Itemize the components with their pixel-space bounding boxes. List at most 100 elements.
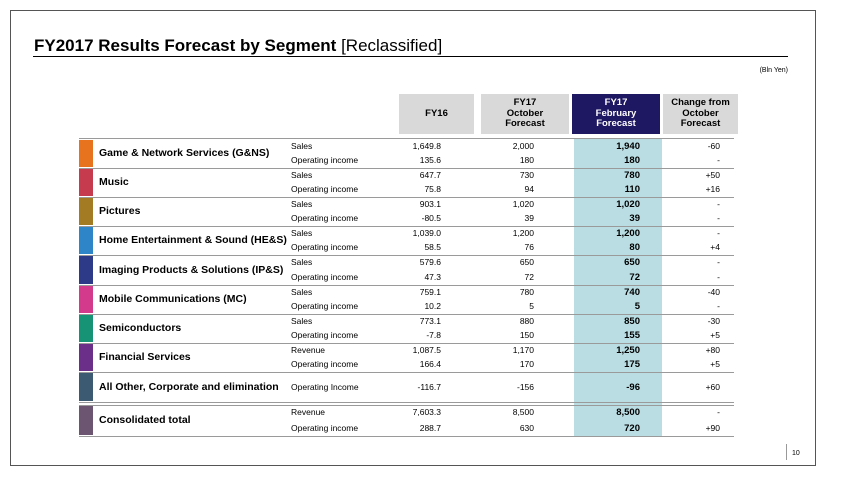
segment-name: Game & Network Services (G&NS): [99, 147, 270, 159]
cell-fy16: 1,649.8: [412, 141, 441, 151]
row-separator: [79, 138, 734, 139]
line-label: Operating income: [291, 301, 359, 311]
cell-feb-forecast: 850: [624, 316, 640, 327]
segment-color-swatch: [79, 344, 93, 371]
cell-oct-forecast: 650: [519, 257, 534, 267]
header-feb: FY17 February Forecast: [572, 94, 660, 134]
segment-row: Music Sales 647.7 730 780 +50 Operating income…: [79, 168, 734, 197]
row-separator: [79, 285, 734, 286]
data-line: Operating income 288.7 630 720 +90: [79, 422, 734, 435]
cell-change: -60: [707, 141, 720, 151]
line-label: Operating income: [291, 330, 359, 340]
cell-oct-forecast: 1,020: [512, 199, 534, 209]
segment-row: Consolidated total Revenue 7,603.3 8,500 8,5…: [79, 405, 734, 436]
cell-fy16: 288.7: [419, 423, 441, 433]
segment-name: Home Entertainment & Sound (HE&S): [99, 234, 287, 246]
data-line: Revenue 1,087.5 1,170 1,250 +80: [79, 344, 734, 357]
cell-fy16: 759.1: [419, 287, 441, 297]
cell-fy16: 135.6: [419, 155, 441, 165]
cell-fy16: 10.2: [424, 301, 441, 311]
cell-oct-forecast: 1,200: [512, 228, 534, 238]
cell-change: -: [717, 407, 720, 417]
cell-change: -: [717, 301, 720, 311]
segment-name: Music: [99, 176, 129, 188]
line-label: Operating Income: [291, 381, 359, 392]
segment-name: Mobile Communications (MC): [99, 293, 247, 305]
cell-change: +50: [705, 170, 720, 180]
cell-feb-forecast: 39: [629, 213, 640, 224]
line-label: Sales: [291, 199, 313, 209]
header-feb-l3: Forecast: [596, 118, 636, 130]
row-separator: [79, 255, 734, 256]
title-underline: [33, 56, 788, 57]
segment-row: Financial Services Revenue 1,087.5 1,170 1,2…: [79, 343, 734, 372]
cell-change: +80: [705, 345, 720, 355]
data-line: Operating income -7.8 150 155 +5: [79, 329, 734, 342]
segment-name: Semiconductors: [99, 322, 182, 334]
cell-feb-forecast: 650: [624, 257, 640, 268]
cell-change: +4: [710, 242, 720, 252]
cell-oct-forecast: 780: [519, 287, 534, 297]
data-line: Sales 1,649.8 2,000 1,940 -60: [79, 140, 734, 153]
cell-feb-forecast: 1,200: [616, 228, 640, 239]
segment-row: Imaging Products & Solutions (IP&S) Sales…: [79, 255, 734, 285]
line-label: Sales: [291, 228, 313, 238]
cell-fy16: 75.8: [424, 184, 441, 194]
segment-color-swatch: [79, 286, 93, 313]
cell-change: -: [717, 213, 720, 223]
line-label: Operating income: [291, 184, 359, 194]
line-label: Sales: [291, 316, 313, 326]
data-line: Sales 773.1 880 850 -30: [79, 315, 734, 328]
header-fy16-label: FY16: [425, 107, 448, 119]
data-line: Operating income 58.5 76 80 +4: [79, 241, 734, 254]
segment-row: Home Entertainment & Sound (HE&S) Sales 1,…: [79, 226, 734, 255]
header-feb-l1: FY17: [604, 97, 628, 109]
segment-row: All Other, Corporate and elimination Oper…: [79, 372, 734, 402]
cell-oct-forecast: 8,500: [512, 407, 534, 417]
cell-change: -: [717, 199, 720, 209]
cell-fy16: 166.4: [419, 359, 441, 369]
segment-color-swatch: [79, 140, 93, 167]
feb-forecast-highlight: [574, 138, 662, 436]
cell-change: -: [717, 257, 720, 267]
row-separator: [79, 405, 734, 406]
cell-fy16: 579.6: [419, 257, 441, 267]
header-feb-l2: February: [595, 107, 637, 119]
cell-feb-forecast: 1,020: [616, 199, 640, 210]
data-line: Operating income 47.3 72 72 -: [79, 271, 734, 284]
cell-change: -: [717, 155, 720, 165]
cell-feb-forecast: 8,500: [616, 407, 640, 418]
segment-color-swatch: [79, 373, 93, 401]
cell-oct-forecast: 1,170: [512, 345, 534, 355]
cell-change: -30: [707, 316, 720, 326]
header-oct-l3: Forecast: [505, 118, 545, 130]
cell-fy16: -116.7: [417, 381, 441, 392]
line-label: Revenue: [291, 345, 326, 355]
header-chg-l1: Change from: [671, 97, 730, 109]
cell-fy16: 1,087.5: [412, 345, 441, 355]
row-separator: [79, 168, 734, 169]
line-label: Sales: [291, 170, 313, 180]
segment-name: Imaging Products & Solutions (IP&S): [99, 263, 284, 276]
segment-name: Pictures: [99, 205, 141, 217]
line-label: Operating income: [291, 213, 359, 223]
data-line: Operating income 75.8 94 110 +16: [79, 183, 734, 196]
data-line: Operating Income -116.7 -156 -96 +60: [79, 381, 734, 394]
cell-feb-forecast: 72: [629, 272, 640, 283]
cell-oct-forecast: 180: [519, 155, 534, 165]
cell-change: +5: [710, 359, 720, 369]
segment-color-swatch: [79, 315, 93, 342]
cell-fy16: -80.5: [421, 213, 441, 223]
cell-feb-forecast: -96: [626, 381, 640, 393]
line-label: Revenue: [291, 407, 326, 417]
cell-oct-forecast: 170: [519, 359, 534, 369]
row-separator: [79, 226, 734, 227]
cell-feb-forecast: 155: [624, 330, 640, 341]
header-change: Change from October Forecast: [663, 94, 738, 134]
cell-change: +16: [705, 184, 720, 194]
line-label: Operating income: [291, 242, 359, 252]
page-number: 10: [792, 450, 800, 457]
segment-color-swatch: [79, 198, 93, 225]
segment-row: Pictures Sales 903.1 1,020 1,020- Operating i…: [79, 197, 734, 226]
row-separator: [79, 343, 734, 344]
